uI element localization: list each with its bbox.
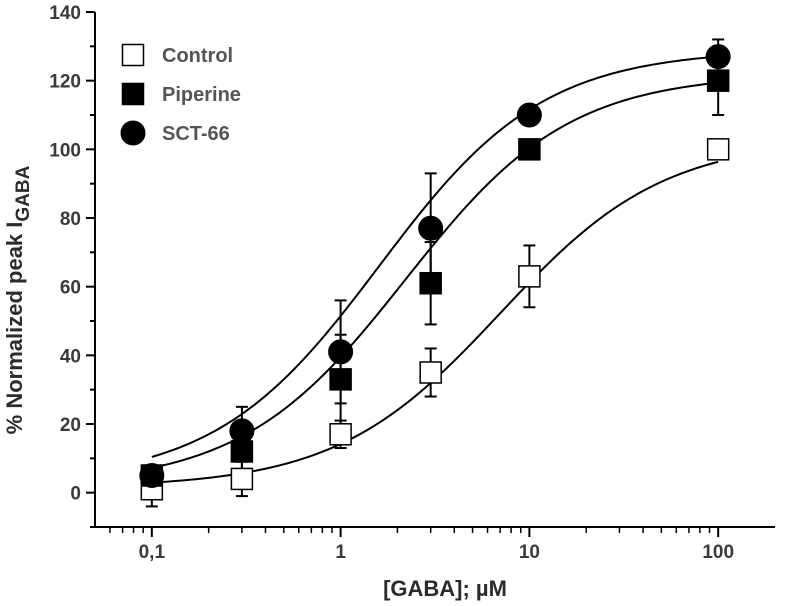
data-point [230,467,254,491]
y-axis-title-main: % Normalized peak I [2,222,27,435]
data-point [139,463,165,488]
x-tick-label: 100 [702,542,734,563]
data-point [329,423,352,446]
y-axis-title-subscript: GABA [13,165,34,221]
legend-label: SCT-66 [162,123,230,145]
y-tick-label: 80 [60,209,81,230]
data-point [516,102,542,128]
x-tick-label: 0,1 [139,542,166,563]
x-tick-label: 1 [335,542,346,563]
data-point [329,368,352,391]
y-tick-label: 0 [70,484,81,505]
data-point [706,138,730,161]
data-markers [139,44,731,501]
legend-marker [120,120,146,146]
legend-marker [121,82,145,106]
y-tick-label: 140 [49,3,81,24]
axes: 0 20 40 60 80 100 120 140 0,1 1 10 100 [49,3,775,563]
y-axis-title: % Normalized peak IGABA [2,165,34,434]
data-point [705,44,731,70]
data-point [706,69,730,92]
y-tick-label: 60 [60,278,81,299]
data-point [518,265,541,288]
data-point [518,138,541,161]
fit-curve [151,55,719,458]
data-point [418,215,444,241]
y-tick-label: 40 [60,346,81,367]
legend-marker [121,43,145,67]
legend: Control Piperine SCT-66 [120,43,241,146]
fit-curves [151,55,719,484]
y-tick-label: 100 [49,140,81,161]
legend-label: Control [162,45,233,67]
legend-label: Piperine [162,84,241,106]
y-tick-label: 20 [60,415,81,436]
x-axis-title: [GABA]; µM [383,576,507,601]
data-point [419,271,442,295]
data-point [230,440,254,463]
x-tick-label: 10 [519,542,540,563]
data-point [328,339,354,365]
y-tick-label: 120 [49,72,81,93]
data-point [229,418,255,444]
data-point [419,361,442,384]
